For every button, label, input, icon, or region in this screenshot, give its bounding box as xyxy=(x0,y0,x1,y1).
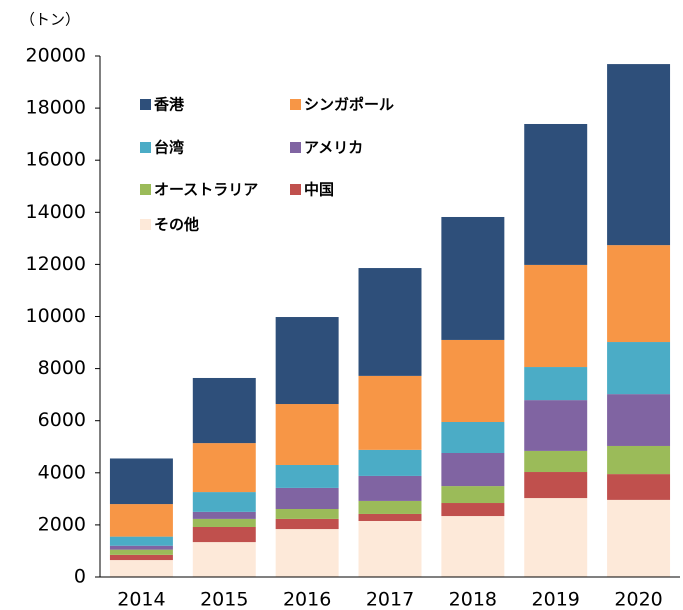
bar-segment xyxy=(607,342,671,395)
x-tick-label: 2017 xyxy=(366,589,414,610)
bar-segment xyxy=(275,487,339,510)
bar-segment xyxy=(192,511,256,519)
bar-segment xyxy=(358,375,422,450)
bar-segment xyxy=(109,554,173,561)
legend-label: 中国 xyxy=(304,181,334,199)
y-tick-label: 8000 xyxy=(38,357,86,379)
legend-label: その他 xyxy=(154,216,199,234)
bar-segment xyxy=(441,486,505,504)
legend-swatch xyxy=(290,142,301,153)
legend-label: シンガポール xyxy=(304,96,394,114)
bar-segment xyxy=(607,64,671,246)
y-tick-label: 6000 xyxy=(38,409,86,431)
bar-segment xyxy=(192,526,256,543)
bar-segment xyxy=(441,453,505,487)
bar-segment xyxy=(192,443,256,493)
bar-segment xyxy=(192,518,256,527)
bar-segment xyxy=(524,123,588,265)
x-tick-label: 2014 xyxy=(117,589,165,610)
legend-swatch xyxy=(140,219,151,230)
legend-label: アメリカ xyxy=(304,139,363,157)
bar-segment xyxy=(607,445,671,475)
y-tick-label: 14000 xyxy=(26,201,86,223)
legend-swatch xyxy=(140,99,151,110)
legend-label: 台湾 xyxy=(154,139,184,157)
bar-segment xyxy=(109,458,173,505)
x-tick-label: 2019 xyxy=(532,589,580,610)
bar-segment xyxy=(524,367,588,401)
y-tick-label: 20000 xyxy=(26,45,86,67)
bar-segment xyxy=(607,245,671,343)
bar-segment xyxy=(441,339,505,423)
bar-segment xyxy=(275,509,339,519)
bar-segment xyxy=(358,449,422,476)
bar-segment xyxy=(441,516,505,577)
bar-segment xyxy=(358,513,422,521)
x-tick-label: 2020 xyxy=(614,589,662,610)
bar-segment xyxy=(524,472,588,499)
bar-segment xyxy=(441,503,505,517)
bar-segment xyxy=(275,317,339,405)
bar-segment xyxy=(441,216,505,340)
bar-segment xyxy=(524,450,588,473)
bar-segment xyxy=(109,560,173,577)
bar-segment xyxy=(441,422,505,454)
legend-swatch xyxy=(140,184,151,195)
y-tick-label: 12000 xyxy=(26,253,86,275)
y-tick-label: 4000 xyxy=(38,461,86,483)
bar-segment xyxy=(607,394,671,446)
legend-label: オーストラリア xyxy=(154,181,258,199)
y-tick-label: 18000 xyxy=(26,97,86,119)
bar-segment xyxy=(275,464,339,488)
legend-label: 香港 xyxy=(154,96,185,114)
bar-segment xyxy=(524,264,588,368)
y-axis-label: （トン） xyxy=(20,11,80,29)
x-tick-label: 2015 xyxy=(200,589,248,610)
bar-segment xyxy=(275,529,339,577)
bar-segment xyxy=(192,542,256,577)
bar-segment xyxy=(109,504,173,537)
bar-segment xyxy=(109,536,173,546)
x-tick-label: 2016 xyxy=(283,589,331,610)
bar-segment xyxy=(109,545,173,550)
y-tick-label: 16000 xyxy=(26,149,86,171)
bar-segment xyxy=(524,400,588,451)
y-tick-label: 2000 xyxy=(38,513,86,535)
legend-swatch xyxy=(140,142,151,153)
bar-segment xyxy=(607,474,671,500)
y-tick-label: 0 xyxy=(74,566,86,588)
bar-segment xyxy=(275,404,339,465)
y-tick-label: 10000 xyxy=(26,305,86,327)
bar-segment xyxy=(358,475,422,501)
bar-segment xyxy=(192,492,256,512)
bar-segment xyxy=(275,518,339,530)
bar-segment xyxy=(607,499,671,577)
bar-segment xyxy=(524,498,588,577)
legend-swatch xyxy=(290,184,301,195)
bar-segment xyxy=(192,377,256,444)
bar-segment xyxy=(358,268,422,376)
bar-segment xyxy=(358,520,422,577)
x-tick-label: 2018 xyxy=(449,589,497,610)
legend-swatch xyxy=(290,99,301,110)
bar-segment xyxy=(358,500,422,514)
bar-segment xyxy=(109,549,173,555)
